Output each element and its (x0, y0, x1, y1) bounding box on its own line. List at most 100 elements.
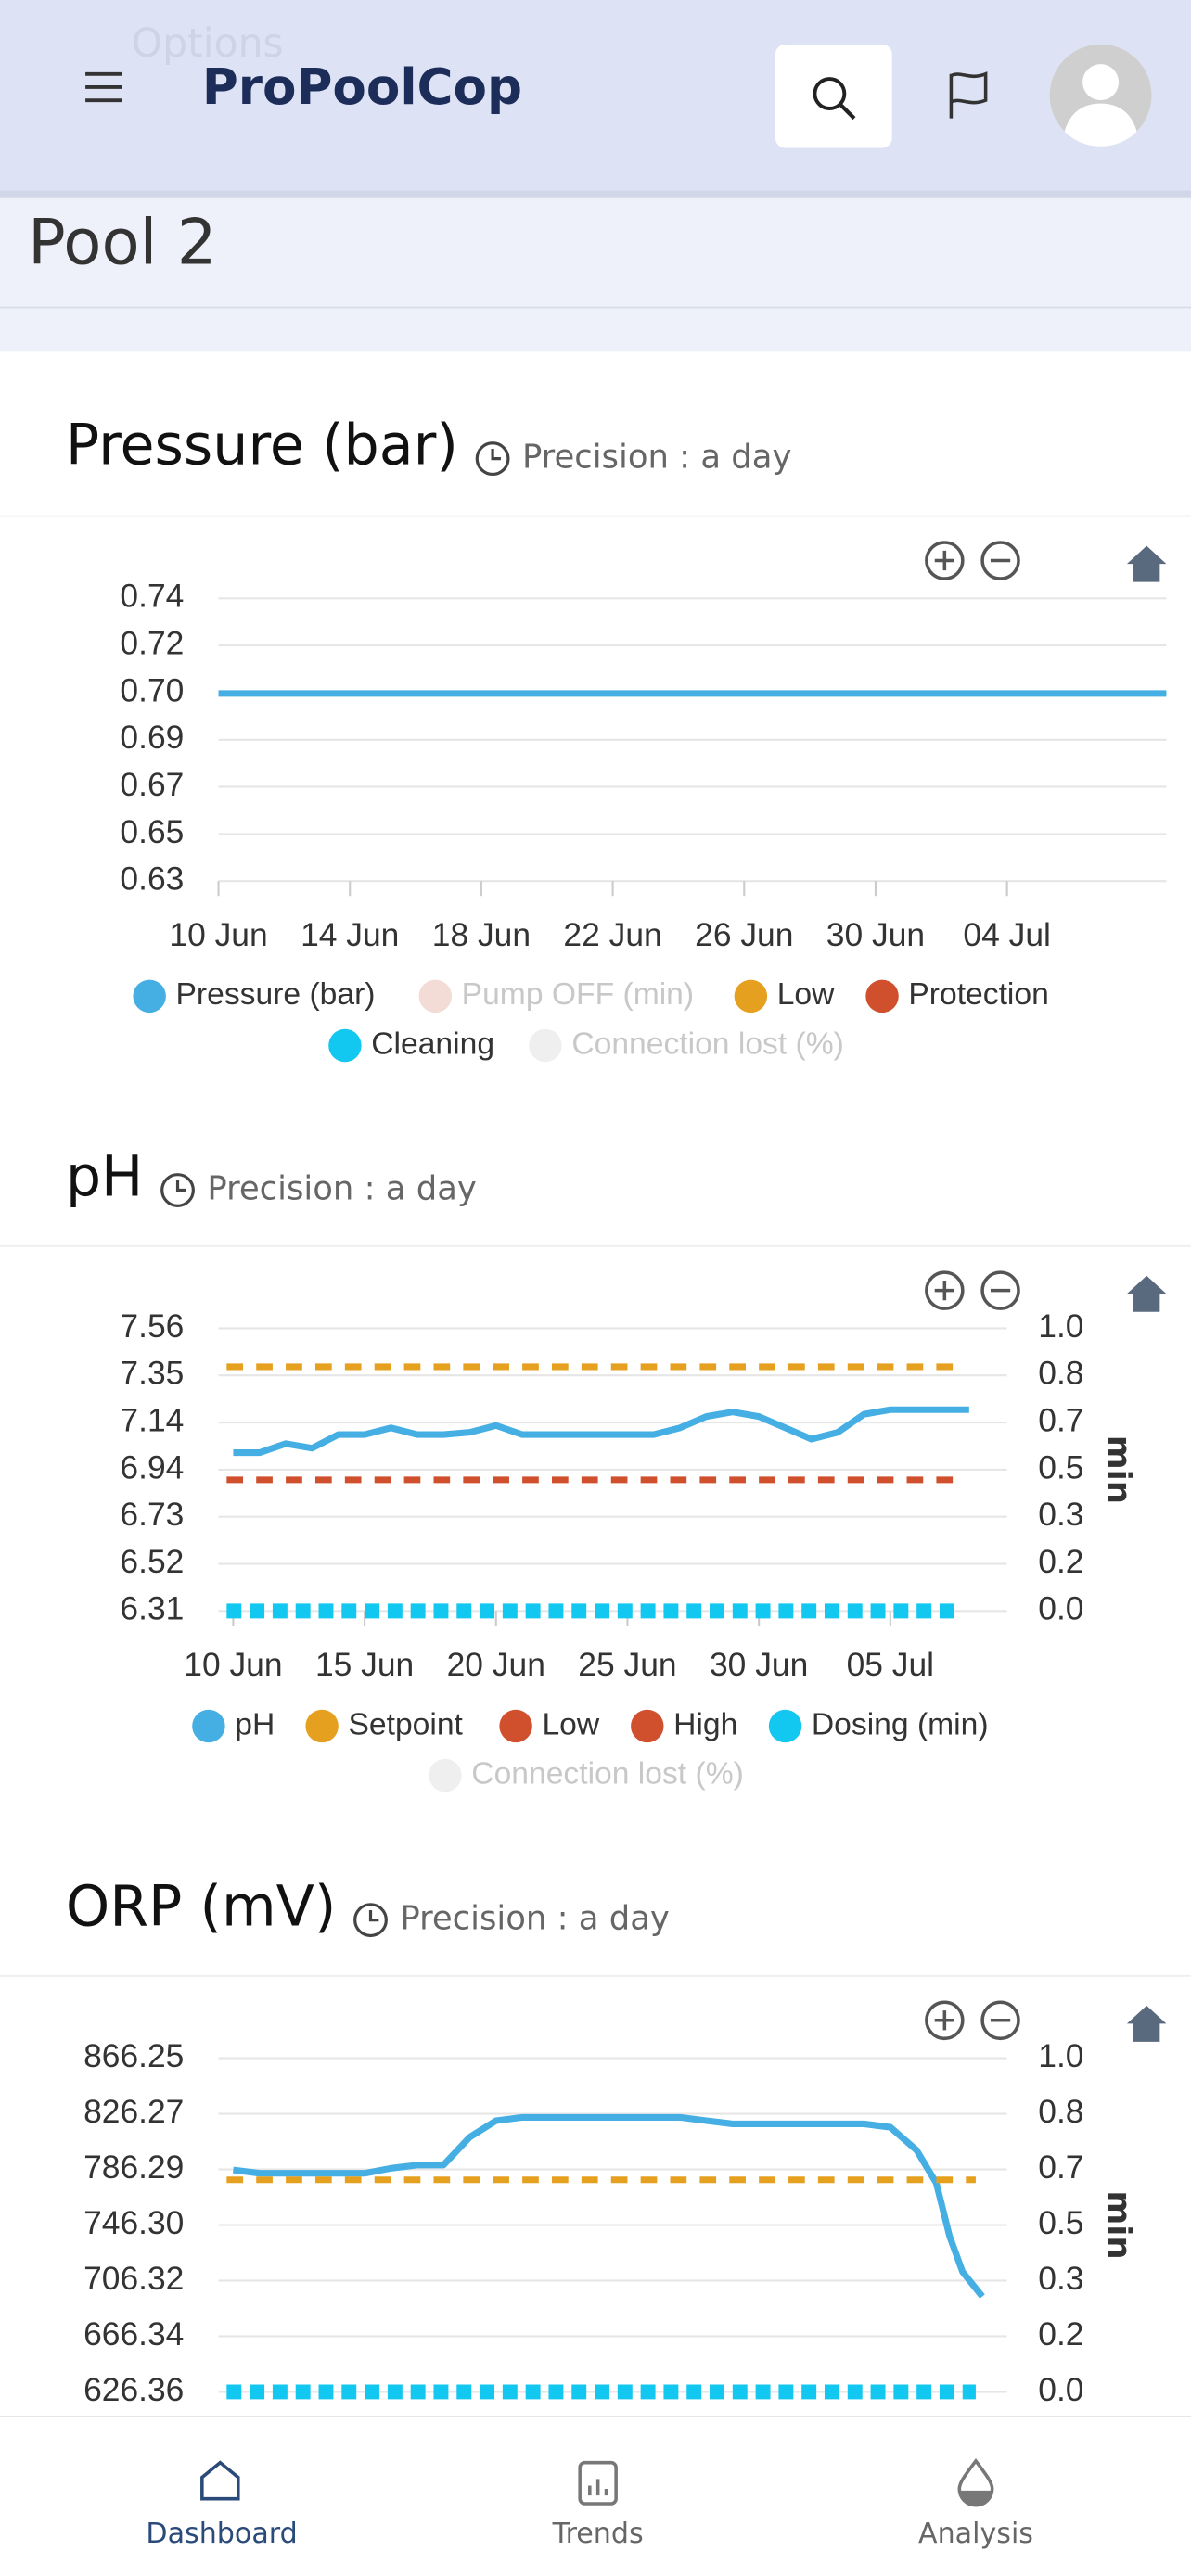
y-tick-label: 0.74 (120, 578, 184, 615)
y2-tick-label: 0.2 (1038, 2315, 1083, 2353)
clock-icon (368, 1910, 379, 1922)
legend-marker (305, 1709, 339, 1743)
chart-title: ORP (mV) (66, 1875, 336, 1940)
legend-marker (328, 1028, 362, 1063)
legend-marker (768, 1709, 802, 1743)
data-line (233, 1406, 969, 1457)
legend-label[interactable]: Low (777, 977, 835, 1012)
y-tick-label: 746.30 (83, 2204, 184, 2241)
title-band (0, 194, 1191, 352)
legend-label[interactable]: Cleaning (371, 1027, 494, 1061)
x-tick-label: 14 Jun (301, 916, 399, 953)
zoom-in[interactable] (925, 2000, 965, 2041)
zoom-in[interactable] (925, 541, 965, 580)
bottom-nav (0, 2417, 1191, 2576)
card (0, 351, 1191, 2424)
header-shadow (0, 190, 1191, 198)
legend-label[interactable]: Pump OFF (min) (462, 977, 694, 1012)
y2-tick-label: 0.0 (1038, 1590, 1083, 1627)
y2-tick-label: 0.7 (1038, 2149, 1083, 2186)
zoom-out[interactable] (980, 1270, 1020, 1310)
search-button[interactable] (775, 44, 892, 148)
data-line (232, 2113, 985, 2299)
reset-zoom[interactable] (1126, 1275, 1167, 1312)
y-tick-label: 7.56 (120, 1307, 184, 1345)
legend-marker (529, 1028, 562, 1063)
x-tick-label: 10 Jun (184, 1646, 282, 1683)
legend-label[interactable]: pH (235, 1707, 275, 1741)
charts: Pressure (bar) Precision : a day 0.63 0.65 0… (66, 414, 1167, 2408)
x-tick-label: 04 Jul (963, 916, 1050, 953)
search-icon (839, 103, 856, 121)
chart: Pressure (bar) Precision : a day 0.63 0.65 0… (66, 414, 1167, 1063)
chart-toolbar (925, 541, 1167, 2042)
nav-label[interactable]: Dashboard (146, 2518, 297, 2550)
legend-marker (192, 1709, 225, 1743)
legend-label[interactable]: Connection lost (%) (571, 1027, 844, 1061)
page-title: Pool 2 (28, 206, 216, 278)
legend-label[interactable]: Setpoint (348, 1707, 463, 1741)
reset-zoom[interactable] (1126, 2005, 1167, 2042)
avatar-head (1082, 64, 1120, 101)
y-tick-label: 7.14 (120, 1401, 184, 1438)
clock-icon (353, 1903, 388, 1938)
legend-marker (133, 979, 166, 1014)
zoom-out[interactable] (980, 541, 1020, 580)
y-tick-label: 6.52 (120, 1543, 184, 1580)
y2-tick-label: 0.3 (1038, 1496, 1083, 1533)
y-tick-label: 0.67 (120, 766, 184, 803)
x-tick-label: 30 Jun (826, 916, 925, 953)
x-tick-label: 15 Jun (315, 1646, 414, 1683)
reset-zoom[interactable] (1126, 545, 1167, 582)
legend-label[interactable]: Dosing (min) (812, 1707, 989, 1741)
x-tick-label: 05 Jul (847, 1646, 934, 1683)
clock-icon (475, 441, 510, 477)
y-tick-label: 786.29 (83, 2149, 184, 2186)
y2-tick-label: 0.5 (1038, 2204, 1083, 2241)
dashboard-icon[interactable] (200, 2460, 240, 2501)
y-tick-label: 0.70 (120, 671, 184, 708)
legend-label[interactable]: Pressure (bar) (176, 977, 376, 1012)
zoom-in[interactable] (925, 1270, 965, 1310)
y-tick-label: 0.69 (120, 719, 184, 756)
y-tick-label: 626.36 (83, 2371, 184, 2408)
legend-label[interactable]: Protection (908, 977, 1048, 1012)
y2-tick-label: 1.0 (1038, 1307, 1083, 1345)
x-tick-label: 18 Jun (432, 916, 531, 953)
y-tick-label: 0.63 (120, 861, 184, 898)
nav-labels: Dashboard Trends Analysis (146, 2518, 1033, 2550)
menu-button[interactable] (85, 71, 122, 103)
legend-label[interactable]: Low (542, 1707, 599, 1741)
y2-tick-label: 0.3 (1038, 2260, 1083, 2297)
legend-marker (499, 1709, 532, 1743)
nav-label[interactable]: Trends (552, 2518, 644, 2550)
y-tick-label: 6.73 (120, 1496, 184, 1533)
ghost-text: Options (132, 21, 284, 67)
clock-icon (160, 1173, 195, 1207)
y-tick-label: 0.65 (120, 813, 184, 850)
brand: ProPoolCop (202, 58, 522, 116)
flag-button[interactable] (949, 71, 988, 119)
legend-label[interactable]: Connection lost (%) (471, 1757, 744, 1792)
precision-label: Precision : a day (400, 1900, 669, 1938)
nav-label[interactable]: Analysis (918, 2518, 1033, 2550)
y-tick-label: 706.32 (83, 2260, 184, 2297)
avatar-body (1064, 103, 1137, 147)
x-tick-label: 20 Jun (447, 1646, 545, 1683)
y2-tick-label: 0.2 (1038, 1543, 1083, 1580)
y2-tick-label: 0.7 (1038, 1401, 1083, 1438)
search-icon (813, 77, 847, 110)
analysis-icon (961, 2490, 991, 2506)
chart: ORP (mV) Precision : a day 626.36 666.34 706… (66, 1875, 1137, 2408)
x-tick-label: 25 Jun (578, 1646, 676, 1683)
x-tick-label: 30 Jun (710, 1646, 808, 1683)
trends-icon[interactable] (578, 2460, 618, 2506)
y2-tick-label: 0.0 (1038, 2371, 1083, 2408)
y2-axis-label: min (1099, 1435, 1137, 1504)
y2-tick-label: 0.5 (1038, 1448, 1083, 1486)
y-tick-label: 7.35 (120, 1355, 184, 1392)
zoom-out[interactable] (980, 2000, 1020, 2041)
legend-label[interactable]: High (673, 1707, 737, 1741)
